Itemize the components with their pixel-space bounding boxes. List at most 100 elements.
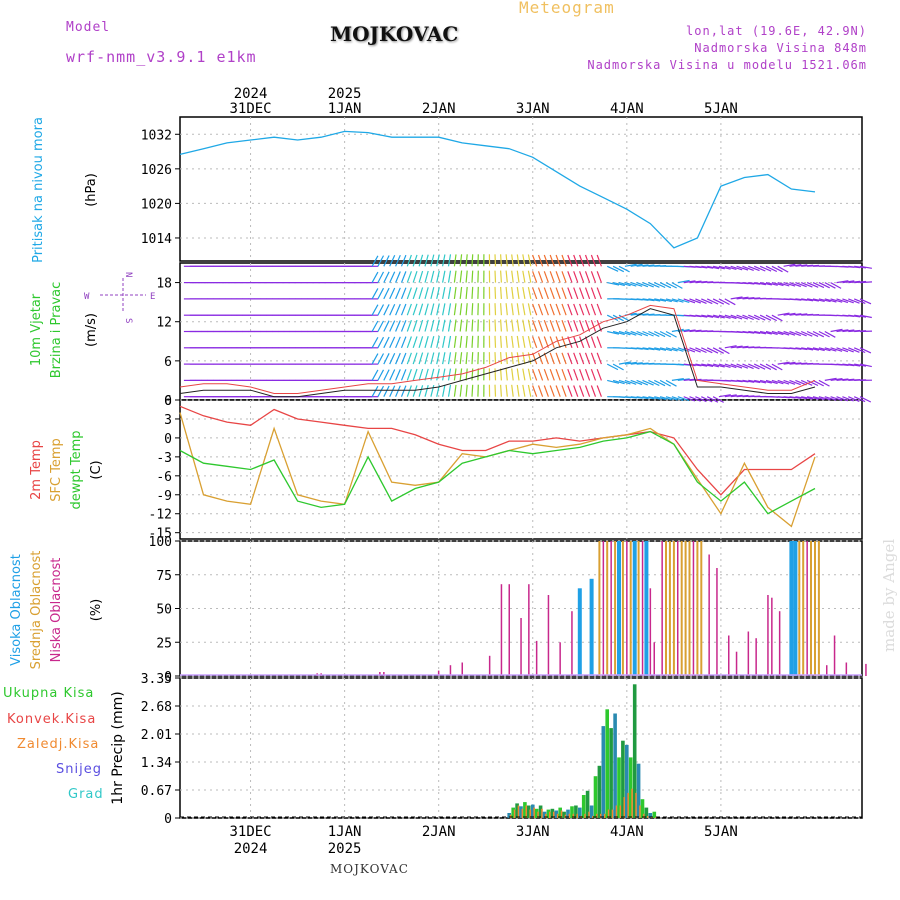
wind-barb — [695, 396, 707, 403]
wind-barb — [824, 347, 837, 352]
precip-unit: 1hr Precip (mm) — [110, 691, 126, 804]
precip-conv-bar — [576, 813, 579, 818]
wind-barb — [516, 319, 520, 332]
wind-barb — [465, 335, 468, 348]
y-tick-label: 1014 — [141, 232, 172, 247]
wind-barb — [465, 286, 468, 299]
cloud-bar-high — [617, 541, 621, 676]
wind-barb — [412, 319, 418, 332]
wind-barb — [642, 264, 655, 267]
wind-barb — [436, 319, 440, 332]
wind-barb — [447, 286, 452, 299]
cloud-bar-mid — [629, 541, 632, 676]
wind-barb — [418, 303, 424, 316]
cloud-bar-low — [559, 642, 561, 677]
wind-barb — [848, 298, 860, 304]
wind-barb — [471, 286, 474, 299]
wind-barb — [505, 368, 508, 381]
top-date-label: 5JAN — [704, 101, 738, 117]
wind-barb — [511, 319, 514, 332]
wind-barb — [573, 287, 579, 300]
wind-barb — [824, 396, 837, 401]
cloud-bar-mid — [621, 541, 624, 676]
wind-barb — [400, 271, 407, 283]
wind-barb — [453, 319, 457, 332]
cloud-bar-low — [728, 635, 730, 676]
precip-total-bar — [621, 740, 625, 818]
wind-barb — [522, 303, 526, 316]
precip-conv-bar — [603, 813, 606, 818]
top-date-label: 3JAN — [516, 101, 550, 117]
wind-barb — [748, 379, 761, 384]
legend-conv-precip: Konvek.Kisa — [7, 712, 97, 727]
temp-label-3: dewpt Temp — [69, 430, 84, 509]
y-tick-label: 2.01 — [141, 728, 172, 743]
wind-barb — [830, 298, 843, 303]
wind-barb — [505, 384, 508, 397]
wind-barb — [471, 254, 474, 267]
wind-barb — [718, 265, 731, 270]
wind-barb — [624, 361, 637, 365]
y-tick-label: -15 — [149, 527, 172, 542]
lonlat-info: lon,lat (19.6E, 42.9N) — [686, 24, 867, 38]
wind-barb — [494, 270, 497, 283]
wind-barb — [459, 254, 463, 267]
temp-dewpt-line — [179, 430, 816, 515]
wind-barb — [671, 328, 684, 333]
wind-barb — [706, 396, 719, 403]
wind-barb — [783, 263, 796, 267]
wind-barb — [555, 271, 561, 283]
wind-barb — [453, 270, 457, 283]
wind-barb — [579, 336, 585, 349]
wind-barb — [677, 298, 690, 303]
top-date-label: 4JAN — [610, 101, 644, 117]
wind-barb — [453, 254, 457, 267]
wind-barb — [505, 286, 508, 299]
wind-barb — [800, 282, 813, 288]
wind-barb — [795, 313, 808, 316]
y-tick-label: 1032 — [141, 128, 172, 143]
wind-barb — [567, 368, 573, 381]
wind-barb — [561, 385, 567, 397]
wind-barb — [459, 303, 463, 316]
elevation-info: Nadmorska Visina 848m — [694, 41, 867, 55]
wind-barb — [377, 320, 385, 332]
wind-barb — [824, 377, 837, 381]
wind-barb — [695, 347, 707, 354]
wind-barb — [511, 335, 514, 348]
wind-barb — [806, 330, 819, 337]
wind-barb — [494, 286, 497, 299]
wind-barb — [532, 336, 538, 349]
wind-barb — [383, 353, 390, 365]
wind-barb — [584, 303, 591, 316]
precip-total-bar — [652, 811, 657, 818]
wind-barb — [607, 379, 620, 384]
y-tick-label: 12 — [156, 316, 172, 331]
cloud-bar-mid — [817, 541, 820, 676]
wind-barb — [718, 298, 730, 306]
wind-barb — [736, 296, 749, 300]
wind-barb — [654, 298, 667, 302]
wind-barb — [671, 396, 684, 401]
temp-label-2: SFC Temp — [49, 438, 64, 502]
wind-barb — [718, 394, 731, 398]
wind-barb — [505, 303, 508, 316]
wind-barb — [383, 320, 390, 332]
wind-barb — [630, 330, 643, 336]
wind-barb — [573, 368, 579, 381]
wind-barb — [842, 347, 854, 353]
wind-barb — [859, 281, 873, 284]
wind-barb — [543, 385, 549, 397]
wind-barb — [765, 330, 778, 335]
wind-barb — [671, 378, 684, 381]
wind-barb — [607, 282, 620, 286]
wind-barb — [418, 287, 424, 300]
cloud-label-2: Srednja Oblacnost — [29, 551, 44, 670]
wind-barb — [555, 319, 561, 332]
wind-barb — [800, 379, 813, 386]
wind-barb — [771, 314, 783, 322]
legend-snow: Snijeg — [56, 762, 102, 777]
cloud-bar-high — [632, 541, 637, 676]
wind-barb — [584, 271, 591, 283]
